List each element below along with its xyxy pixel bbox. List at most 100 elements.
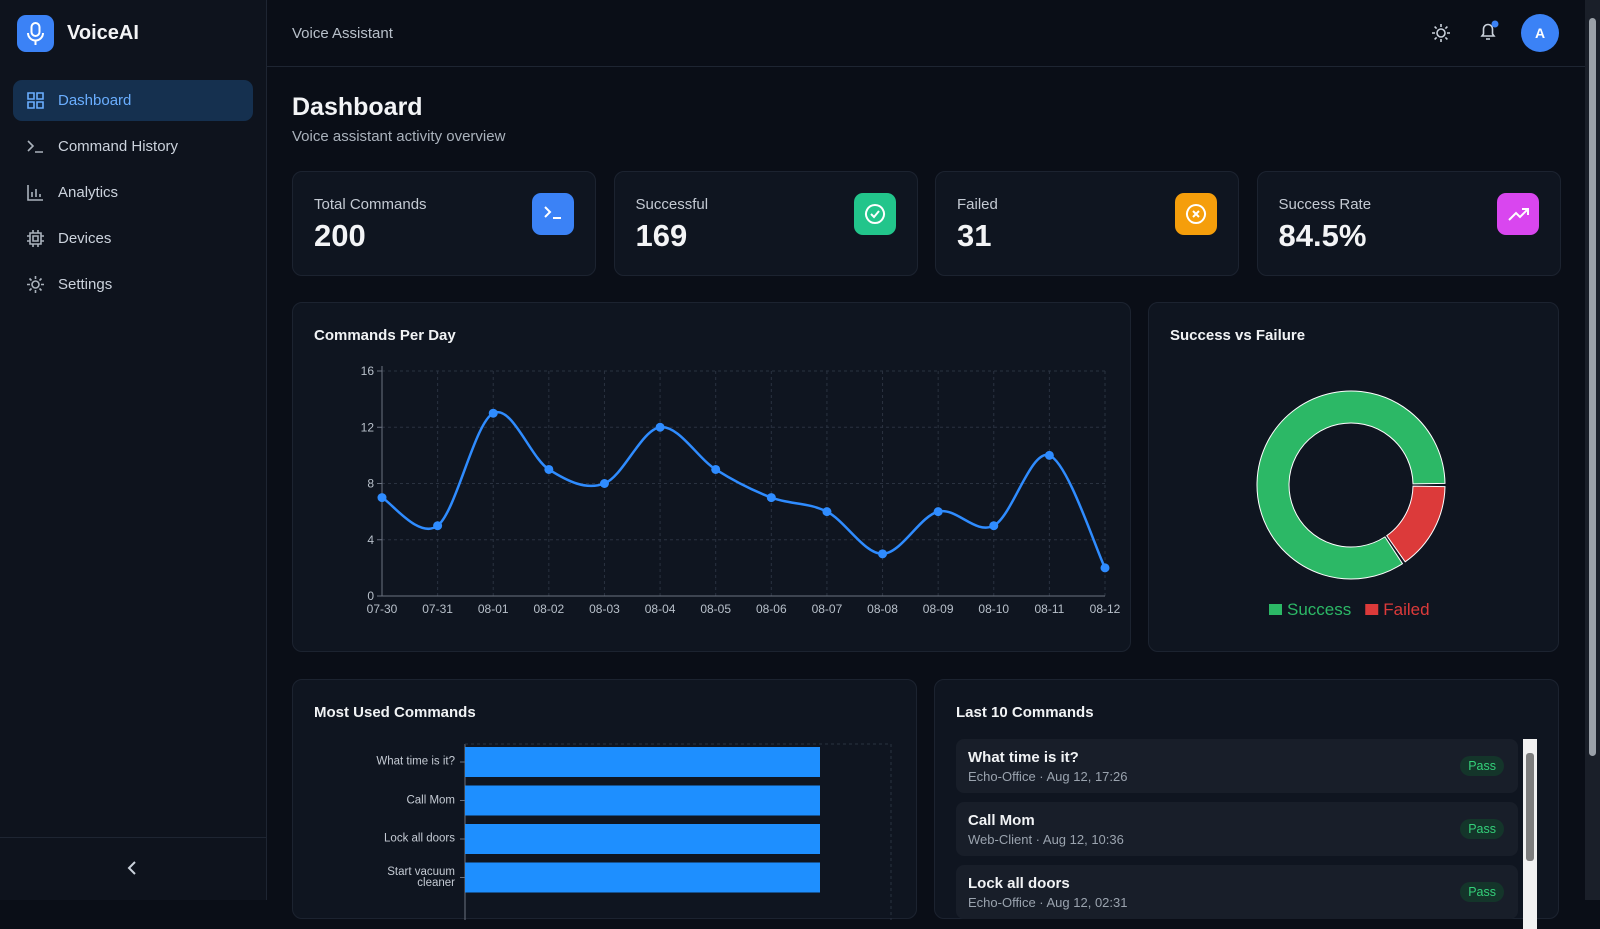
- point: [433, 521, 443, 531]
- list-title: Last 10 Commands: [956, 704, 1094, 721]
- x-tick-label: 08-07: [812, 602, 843, 616]
- icon-shape: [27, 276, 44, 293]
- list-scrollbar[interactable]: [1523, 739, 1537, 929]
- point: [655, 422, 665, 432]
- x-tick-label: 08-08: [867, 602, 898, 616]
- icon-shape: [27, 185, 43, 201]
- command-text: Call Mom: [968, 812, 1035, 829]
- nav-label: Settings: [58, 276, 113, 293]
- logo: [17, 15, 54, 52]
- command-meta: Web-Client · Aug 12, 10:36: [968, 832, 1124, 847]
- scrollbar[interactable]: [1585, 0, 1600, 900]
- mic-icon: [27, 22, 44, 45]
- bar: [465, 747, 820, 777]
- y-tick-label: Start vacuum cleaner: [387, 865, 455, 889]
- x-tick-label: 07-30: [367, 602, 398, 616]
- legend-swatch: [1365, 604, 1379, 615]
- y-tick-label: 8: [367, 477, 374, 491]
- sidebar: VoiceAI Dashboard Command History Analytic…: [0, 0, 267, 900]
- icon-shape: [1186, 204, 1206, 224]
- y-tick-label: 16: [361, 364, 375, 378]
- point: [989, 521, 999, 531]
- donut-chart: Success Failed: [1256, 390, 1446, 619]
- status-badge: Pass: [1460, 882, 1504, 902]
- nav-label: Analytics: [58, 184, 119, 201]
- command-item: Call Mom Web-Client · Aug 12, 10:36 Pass: [956, 802, 1518, 856]
- command-text: What time is it?: [968, 749, 1079, 766]
- command-item: Lock all doors Echo-Office · Aug 12, 02:3…: [956, 865, 1518, 919]
- legend-label: Success: [1287, 600, 1351, 619]
- x-tick-label: 07-31: [422, 602, 453, 616]
- avatar[interactable]: A: [1521, 14, 1559, 52]
- status-badge: Pass: [1460, 756, 1504, 776]
- x-tick-label: 08-05: [700, 602, 731, 616]
- point: [599, 479, 609, 488]
- point: [1044, 450, 1054, 460]
- donut-card: Success vs Failure Success Failed: [1148, 302, 1559, 652]
- bar: [465, 862, 820, 893]
- icon-shape: [27, 230, 44, 247]
- notifications[interactable]: [1475, 18, 1501, 44]
- y-tick-label: What time is it?: [376, 755, 455, 768]
- nav-item[interactable]: Settings: [13, 264, 253, 305]
- legend-swatch: [1269, 604, 1282, 615]
- stat-card: Failed 31: [935, 171, 1239, 276]
- point: [544, 464, 554, 474]
- command-meta: Echo-Office · Aug 12, 17:26: [968, 769, 1128, 784]
- nav-icon: [27, 230, 44, 247]
- bar: [465, 785, 820, 816]
- y-tick-label: 12: [361, 420, 375, 434]
- y-tick-label: 4: [367, 533, 374, 547]
- page-title: Dashboard: [292, 93, 423, 121]
- command-item: What time is it? Echo-Office · Aug 12, 17…: [956, 739, 1518, 793]
- bar: [465, 824, 820, 854]
- divider: [0, 837, 267, 838]
- bar-chart: [460, 743, 892, 920]
- stat-card: Total Commands 200: [292, 171, 596, 276]
- chart-title: Commands Per Day: [314, 327, 456, 344]
- stat-card: Successful 169: [613, 171, 918, 276]
- icon-shape: [27, 92, 44, 109]
- nav-icon: [27, 92, 44, 109]
- nav-icon: [27, 185, 43, 201]
- nav-item[interactable]: Devices: [13, 218, 253, 259]
- page-subtitle: Voice assistant activity overview: [292, 128, 506, 145]
- point: [1100, 563, 1110, 573]
- nav-item[interactable]: Command History: [13, 126, 253, 167]
- y-tick-label: 0: [367, 589, 374, 603]
- stat-card: Success Rate 84.5%: [1256, 171, 1561, 276]
- stat-value: 84.5%: [1278, 218, 1367, 253]
- stat-label: Total Commands: [314, 196, 427, 213]
- command-text: Lock all doors: [968, 875, 1070, 892]
- y-tick-label: Lock all doors: [384, 832, 455, 845]
- stat-icon: [532, 193, 574, 235]
- x-tick-label: 08-04: [645, 602, 676, 616]
- collapse-button[interactable]: [123, 858, 143, 878]
- stat-icon: [853, 193, 896, 235]
- stat-value: 200: [314, 218, 366, 253]
- x-tick-label: 08-10: [978, 602, 1009, 616]
- point: [488, 408, 498, 418]
- bar-card: Most Used Commands What time is it? Call …: [292, 679, 917, 920]
- section-title: Voice Assistant: [292, 25, 393, 42]
- point: [822, 507, 832, 517]
- x-tick-label: 08-09: [923, 602, 954, 616]
- nav-item[interactable]: Analytics: [13, 172, 253, 213]
- icon: [1186, 204, 1206, 224]
- icon: [864, 204, 885, 224]
- header-border: [267, 66, 1585, 67]
- theme-toggle[interactable]: [1430, 22, 1452, 44]
- x-tick-label: 08-12: [1090, 602, 1121, 616]
- x-tick-label: 08-01: [478, 602, 509, 616]
- stat-label: Failed: [957, 196, 998, 213]
- nav-item[interactable]: Dashboard: [13, 80, 253, 121]
- stat-label: Success Rate: [1278, 196, 1372, 213]
- line-chart: 0 4 8 12 16 07-30 07-31 08-01 08-02 08-03 08-04 08-…: [361, 364, 1121, 616]
- icon-shape: [544, 206, 561, 219]
- stat-icon: [1496, 193, 1539, 235]
- x-tick-label: 08-03: [589, 602, 620, 616]
- donut-segment: [1386, 485, 1446, 563]
- command-meta: Echo-Office · Aug 12, 02:31: [968, 895, 1128, 910]
- recent-card: Last 10 Commands What time is it? Echo-Of…: [934, 679, 1559, 929]
